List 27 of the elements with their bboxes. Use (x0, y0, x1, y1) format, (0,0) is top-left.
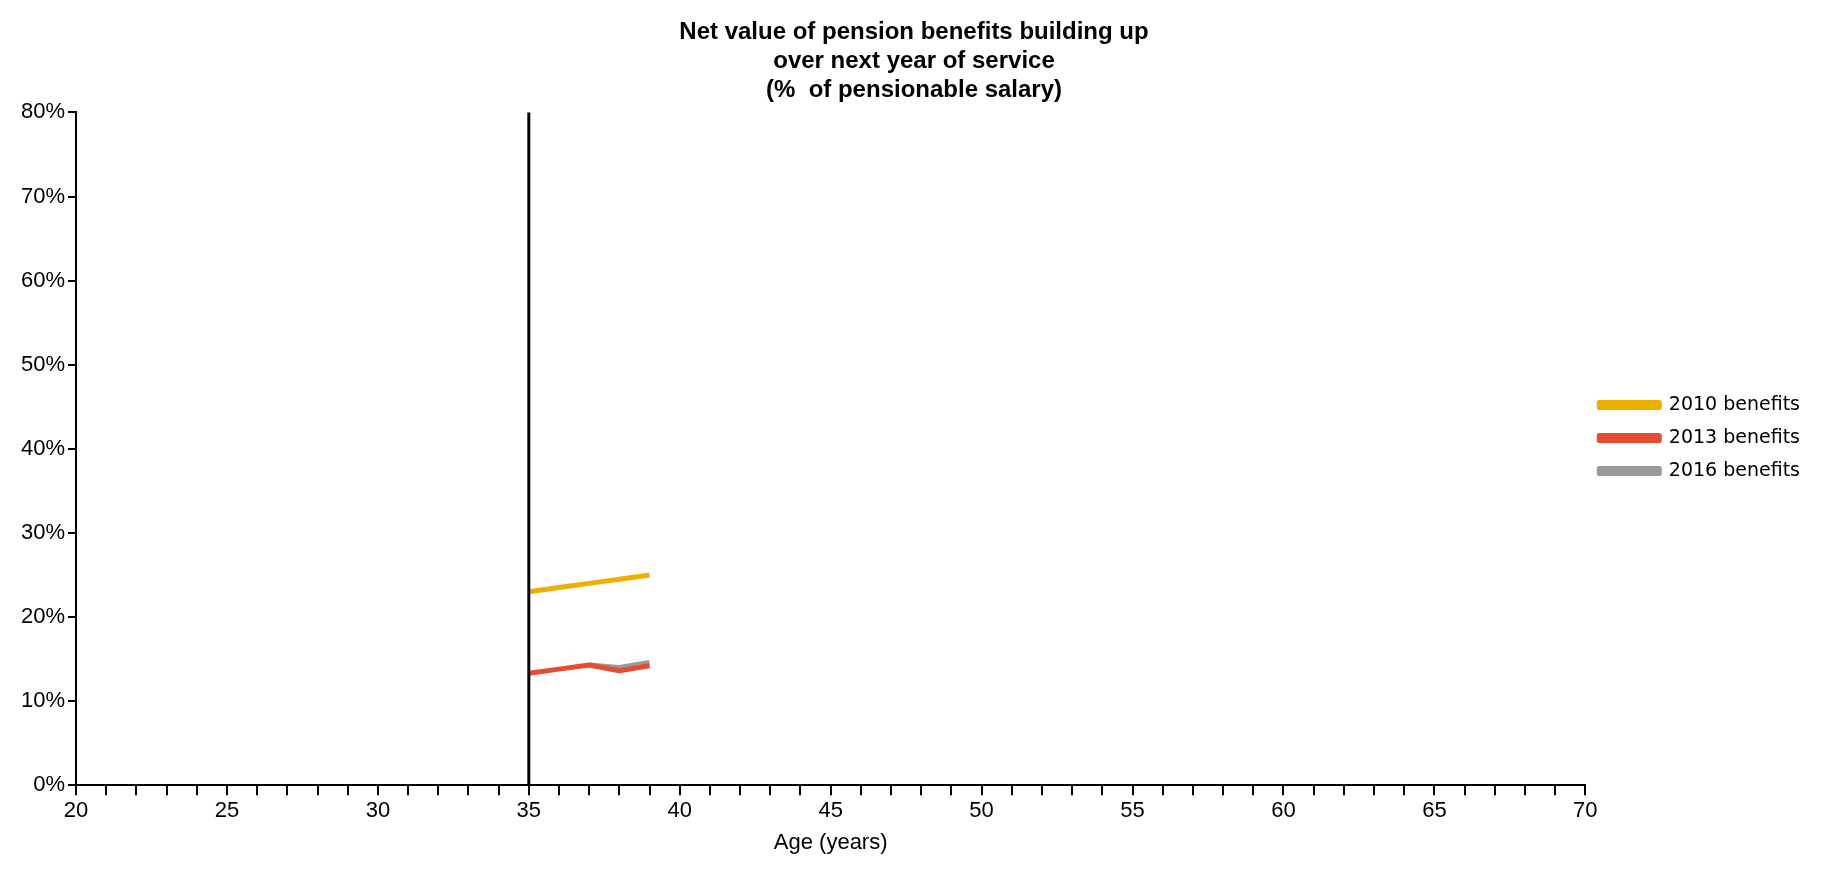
x-tick-label: 40 (667, 797, 692, 823)
x-tick-label: 30 (365, 797, 391, 823)
x-tick-label: 65 (1422, 797, 1447, 823)
y-tick-label: 50% (20, 350, 66, 376)
x-tick-label: 25 (214, 797, 240, 823)
y-tick-label: 0% (33, 771, 66, 797)
y-tick-label: 80% (20, 98, 66, 124)
x-tick-label: 45 (818, 797, 843, 823)
x-tick-label: 70 (1573, 797, 1598, 823)
x-axis-title: Age (years) (773, 828, 888, 854)
x-tick-label: 20 (63, 797, 89, 823)
x-tick-label: 60 (1271, 797, 1296, 823)
y-tick-label: 30% (20, 518, 66, 544)
y-tick-label: 70% (20, 182, 66, 208)
text: (% of pensionable salary) (765, 74, 1063, 102)
text: Net value of pension benefits building up (679, 17, 1149, 45)
y-tick-label: 60% (20, 266, 66, 292)
y-tick-label: 40% (20, 434, 66, 460)
y-tick-label: 10% (20, 687, 66, 713)
x-tick-label: 55 (1120, 797, 1145, 823)
text: over next year of service (773, 45, 1055, 73)
legend-label: 2016 benefits (1668, 457, 1801, 480)
x-tick-label: 50 (969, 797, 994, 823)
x-tick-label: 35 (516, 797, 542, 823)
legend-label: 2010 benefits (1668, 391, 1801, 414)
legend-label: 2013 benefits (1668, 424, 1801, 447)
y-tick-label: 20% (20, 603, 66, 629)
